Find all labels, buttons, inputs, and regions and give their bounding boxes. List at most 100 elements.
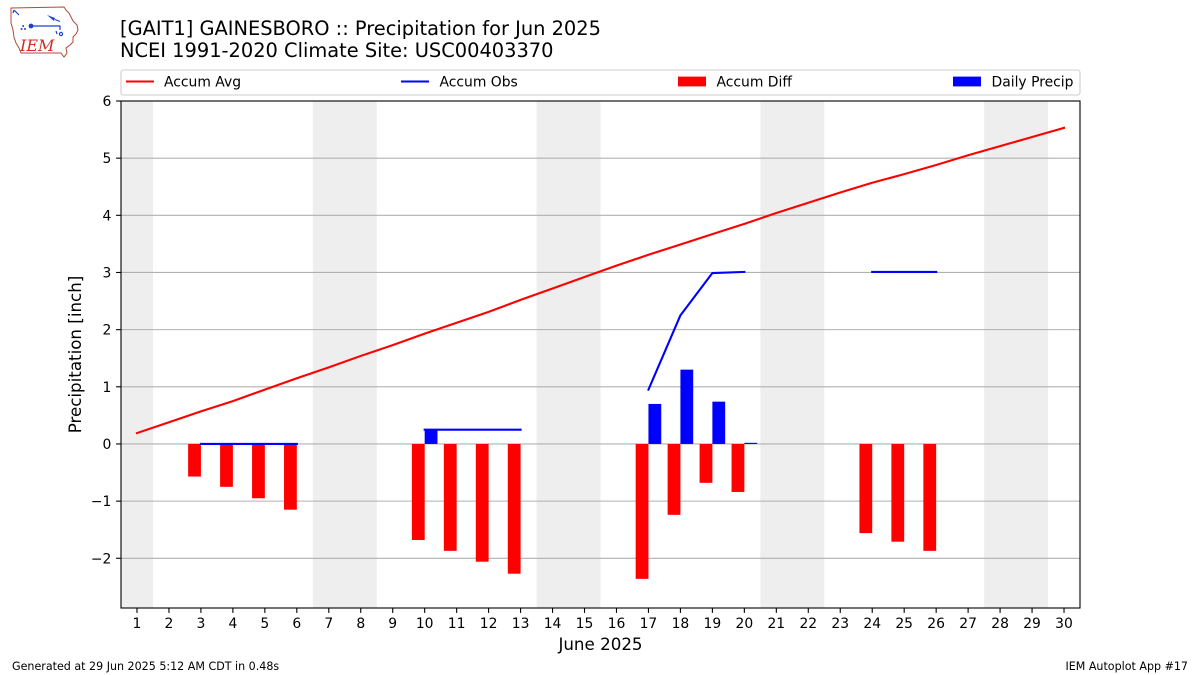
accum-diff-bar xyxy=(635,443,649,579)
accum-diff-bar xyxy=(411,443,425,540)
x-tick-label: 3 xyxy=(196,616,205,632)
x-tick-label: 18 xyxy=(672,616,690,632)
x-tick-label: 9 xyxy=(388,616,397,632)
wind-arrow-tail-icon xyxy=(54,18,61,23)
x-tick-label: 11 xyxy=(448,616,466,632)
accum-diff-bar xyxy=(220,443,233,487)
cloud-cover-tick xyxy=(55,30,58,35)
daily-precip-bar xyxy=(648,403,662,444)
iowa-state-outline xyxy=(10,6,79,58)
y-tick-label: 2 xyxy=(102,323,111,339)
plot-frame xyxy=(120,100,1081,609)
accum-diff-bar xyxy=(507,443,521,574)
daily-precip-bar xyxy=(712,401,726,444)
y-tick-label: 1 xyxy=(102,380,111,396)
x-tick-label: 29 xyxy=(1023,616,1041,632)
weekend-band xyxy=(760,101,825,608)
legend-patch-swatch xyxy=(678,76,706,87)
y-tick-label: −2 xyxy=(91,551,111,567)
x-axis-label: June 2025 xyxy=(557,634,642,654)
x-axis-ticks: 1 2 3 4 5 6 7 8 9 10 11 12 13 14 15 16 17 18 19 20 21 22 23 24 2… xyxy=(133,608,1073,632)
x-tick-label: 10 xyxy=(416,616,434,632)
footer-app-name: IEM Autoplot App #17 xyxy=(1065,660,1188,673)
legend-frame xyxy=(120,69,1081,96)
y-axis-label: Precipitation [inch] xyxy=(65,276,85,434)
accum-diff-bar xyxy=(699,443,713,483)
x-tick-label: 23 xyxy=(831,616,849,632)
legend-item-accum-obs: Accum Obs xyxy=(401,75,518,91)
y-tick-label: 5 xyxy=(102,151,111,167)
x-tick-label: 24 xyxy=(863,616,881,632)
x-tick-label: 15 xyxy=(576,616,594,632)
x-tick-label: 7 xyxy=(324,616,333,632)
accum-diff-bar xyxy=(284,443,297,510)
accum-diff-bar xyxy=(188,443,201,477)
rain-dot xyxy=(20,28,23,30)
x-tick-label: 13 xyxy=(512,616,530,632)
y-tick-label: 3 xyxy=(102,265,111,281)
accum-obs-line xyxy=(647,270,746,392)
station-circle-icon xyxy=(28,23,34,29)
x-tick-label: 16 xyxy=(608,616,626,632)
cloud-cover-circle xyxy=(58,31,64,37)
x-tick-label: 22 xyxy=(799,616,817,632)
x-tick-label: 14 xyxy=(544,616,562,632)
wind-arrow-icon xyxy=(47,15,55,21)
accum-diff-bar xyxy=(859,443,873,534)
legend-label: Accum Obs xyxy=(440,75,518,91)
chart-title: [GAIT1] GAINESBORO :: Precipitation for … xyxy=(120,17,601,40)
y-tick-label: 0 xyxy=(102,437,111,453)
accum-diff-bar xyxy=(667,443,681,515)
weekend-band xyxy=(121,101,153,608)
chart-subtitle: NCEI 1991-2020 Climate Site: USC00403370 xyxy=(120,39,553,62)
iem-logo: IEM xyxy=(10,6,79,58)
legend-label: Daily Precip xyxy=(992,75,1074,91)
weekend-shading xyxy=(121,101,1049,608)
legend-label: Accum Diff xyxy=(717,75,793,91)
legend-item-daily-precip: Daily Precip xyxy=(953,75,1074,91)
rain-dots-icon xyxy=(20,25,26,30)
cloud-cover-icon xyxy=(55,30,64,37)
x-tick-label: 20 xyxy=(736,616,754,632)
legend: Accum Avg Accum Obs Accum Diff Daily Pre… xyxy=(120,69,1081,96)
bar-marks xyxy=(188,369,937,579)
y-tick-label: 4 xyxy=(102,208,111,224)
daily-precip-bar xyxy=(744,442,758,444)
accum-diff-bar xyxy=(475,443,489,562)
x-tick-label: 28 xyxy=(991,616,1009,632)
plot-area: 1 2 3 4 5 6 7 8 9 10 11 12 13 14 15 16 17 18 19 20 21 22 23 24 2… xyxy=(91,94,1081,632)
rain-dot xyxy=(22,25,25,27)
rain-dot xyxy=(24,28,26,30)
legend-item-accum-avg: Accum Avg xyxy=(126,75,241,91)
legend-label: Accum Avg xyxy=(164,75,241,91)
x-tick-label: 2 xyxy=(165,616,174,632)
x-tick-label: 26 xyxy=(927,616,945,632)
x-tick-label: 17 xyxy=(640,616,658,632)
weekend-band xyxy=(984,101,1049,608)
y-tick-label: 6 xyxy=(102,94,111,110)
x-tick-label: 21 xyxy=(767,616,785,632)
x-tick-label: 1 xyxy=(133,616,142,632)
station-line-icon xyxy=(33,25,61,30)
weekend-band xyxy=(536,101,601,608)
legend-item-accum-diff: Accum Diff xyxy=(678,75,792,91)
line-marks xyxy=(135,126,1066,446)
x-tick-label: 12 xyxy=(480,616,498,632)
x-tick-label: 25 xyxy=(895,616,913,632)
x-tick-label: 6 xyxy=(292,616,301,632)
x-tick-label: 30 xyxy=(1055,616,1073,632)
x-tick-label: 5 xyxy=(260,616,269,632)
accum-diff-bar xyxy=(252,443,265,499)
footer-generated-note: Generated at 29 Jun 2025 5:12 AM CDT in … xyxy=(12,660,279,673)
y-axis-ticks: −2 −1 0 1 2 3 4 5 6 xyxy=(91,94,121,567)
accum-diff-bar xyxy=(891,443,905,542)
x-tick-label: 19 xyxy=(704,616,722,632)
daily-precip-bar xyxy=(424,429,438,444)
accum-avg-line xyxy=(135,126,1066,435)
logo-text: IEM xyxy=(19,36,55,55)
x-tick-label: 27 xyxy=(959,616,977,632)
accum-diff-bar xyxy=(443,443,457,551)
y-tick-label: −1 xyxy=(91,494,111,510)
x-tick-label: 8 xyxy=(356,616,365,632)
wind-barb-icon xyxy=(12,9,20,16)
